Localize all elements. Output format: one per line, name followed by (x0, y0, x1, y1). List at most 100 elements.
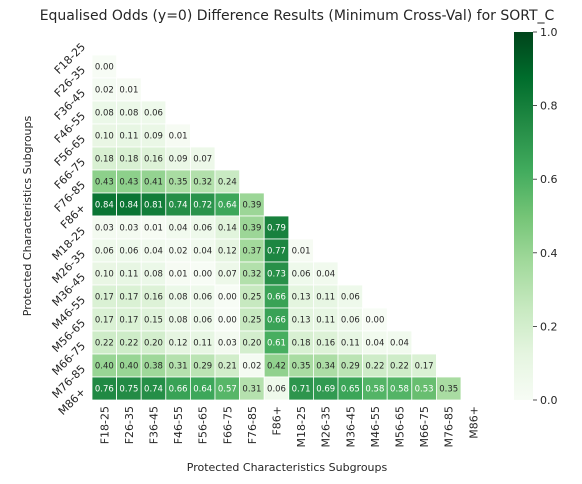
cell-value-label: 0.66 (169, 385, 188, 395)
cell-value-label: 0.57 (218, 385, 237, 395)
cell-value-label: 0.04 (390, 339, 409, 349)
cell-value-label: 0.02 (95, 86, 114, 96)
cell-value-label: 0.74 (169, 201, 188, 211)
cell-value-label: 0.53 (415, 385, 434, 395)
cell-value-label: 0.39 (242, 201, 261, 211)
cell-value-label: 0.03 (119, 224, 138, 234)
x-axis-label: Protected Characteristics Subgroups (187, 461, 388, 474)
cell-value-label: 0.35 (292, 362, 311, 372)
cell-value-label: 0.11 (119, 132, 138, 142)
cell-value-label: 0.02 (242, 362, 261, 372)
cell-value-label: 0.10 (95, 132, 114, 142)
cell-value-label: 0.06 (193, 293, 212, 303)
cell-value-label: 0.69 (316, 385, 335, 395)
cell-value-label: 0.09 (144, 132, 163, 142)
cell-value-label: 0.58 (390, 385, 409, 395)
cell-value-label: 0.39 (242, 224, 261, 234)
x-tick-label: F56-65 (197, 406, 210, 444)
x-tick-label: M56-65 (394, 406, 407, 447)
x-tick-label: F36-45 (148, 406, 161, 444)
cell-value-label: 0.16 (144, 155, 163, 165)
cell-value-label: 0.66 (267, 293, 286, 303)
colorbar-tick-label: 0.8 (540, 100, 558, 113)
cell-value-label: 0.00 (365, 316, 384, 326)
cell-value-label: 0.18 (292, 339, 311, 349)
cell-value-label: 0.01 (169, 270, 188, 280)
cell-value-label: 0.06 (292, 270, 311, 280)
cell-value-label: 0.41 (144, 178, 163, 188)
cell-value-label: 0.08 (169, 293, 188, 303)
cell-value-label: 0.22 (119, 339, 138, 349)
x-tick-label: F46-55 (172, 406, 185, 444)
cell-value-label: 0.72 (193, 201, 212, 211)
cell-value-label: 0.11 (316, 316, 335, 326)
cell-value-label: 0.37 (242, 247, 261, 257)
x-tick-label: M26-35 (320, 406, 333, 447)
cell-value-label: 0.17 (119, 316, 138, 326)
cell-value-label: 0.66 (267, 316, 286, 326)
cell-value-label: 0.65 (341, 385, 360, 395)
cell-value-label: 0.71 (292, 385, 311, 395)
cell-value-label: 0.18 (119, 155, 138, 165)
cell-value-label: 0.61 (267, 339, 286, 349)
cell-value-label: 0.02 (169, 247, 188, 257)
cell-value-label: 0.06 (119, 247, 138, 257)
cell-value-label: 0.03 (95, 224, 114, 234)
cell-value-label: 0.35 (439, 385, 458, 395)
cell-value-label: 0.38 (144, 362, 163, 372)
x-tick-label: M66-75 (418, 406, 431, 447)
cell-value-label: 0.11 (193, 339, 212, 349)
cell-value-label: 0.20 (144, 339, 163, 349)
cell-value-label: 0.03 (218, 339, 237, 349)
cell-value-label: 0.29 (193, 362, 212, 372)
colorbar-tick-label: 0.4 (540, 247, 558, 260)
cell-value-label: 0.04 (365, 339, 384, 349)
x-tick-label: M86+ (467, 406, 480, 439)
cell-value-label: 0.00 (218, 293, 237, 303)
cell-value-label: 0.01 (169, 132, 188, 142)
cell-value-label: 0.00 (193, 270, 212, 280)
cell-value-label: 0.15 (144, 316, 163, 326)
cell-value-label: 0.58 (365, 385, 384, 395)
cell-value-label: 0.42 (267, 362, 286, 372)
cell-value-label: 0.74 (144, 385, 163, 395)
cell-value-label: 0.31 (169, 362, 188, 372)
cell-value-label: 0.06 (95, 247, 114, 257)
cell-value-label: 0.07 (193, 155, 212, 165)
cell-value-label: 0.40 (95, 362, 114, 372)
heatmap-cell (435, 376, 462, 401)
cell-value-label: 0.11 (341, 339, 360, 349)
cell-value-label: 0.06 (144, 109, 163, 119)
cell-value-label: 0.12 (218, 247, 237, 257)
cell-value-label: 0.13 (292, 316, 311, 326)
cell-value-label: 0.77 (267, 247, 286, 257)
cell-value-label: 0.24 (218, 178, 237, 188)
cell-value-label: 0.64 (193, 385, 212, 395)
cell-value-label: 0.07 (218, 270, 237, 280)
cell-value-label: 0.43 (119, 178, 138, 188)
cell-value-label: 0.13 (292, 293, 311, 303)
colorbar-tick-label: 0.0 (540, 394, 558, 407)
cell-value-label: 0.12 (169, 339, 188, 349)
cell-value-label: 0.04 (169, 224, 188, 234)
cell-value-label: 0.81 (144, 201, 163, 211)
cell-value-label: 0.00 (95, 63, 114, 73)
cell-value-label: 0.17 (95, 293, 114, 303)
x-tick-label: F66-75 (221, 406, 234, 444)
colorbar-tick-label: 0.2 (540, 320, 558, 333)
colorbar-ticks: 0.0 0.2 0.4 0.6 0.8 1.0 (533, 26, 558, 407)
cell-value-label: 0.22 (365, 362, 384, 372)
cell-value-label: 0.22 (95, 339, 114, 349)
cell-value-label: 0.73 (267, 270, 286, 280)
x-tick-label: M46-55 (369, 406, 382, 447)
colorbar-tick-label: 1.0 (540, 26, 558, 39)
cell-value-label: 0.31 (242, 385, 261, 395)
x-tick-label: M36-45 (344, 406, 357, 447)
x-tick-label: F26-35 (123, 406, 136, 444)
cell-value-label: 0.21 (218, 362, 237, 372)
cell-value-label: 0.40 (119, 362, 138, 372)
y-axis-label: Protected Characteristics Subgroups (21, 115, 34, 316)
cell-value-label: 0.01 (119, 86, 138, 96)
cell-value-label: 0.84 (95, 201, 114, 211)
